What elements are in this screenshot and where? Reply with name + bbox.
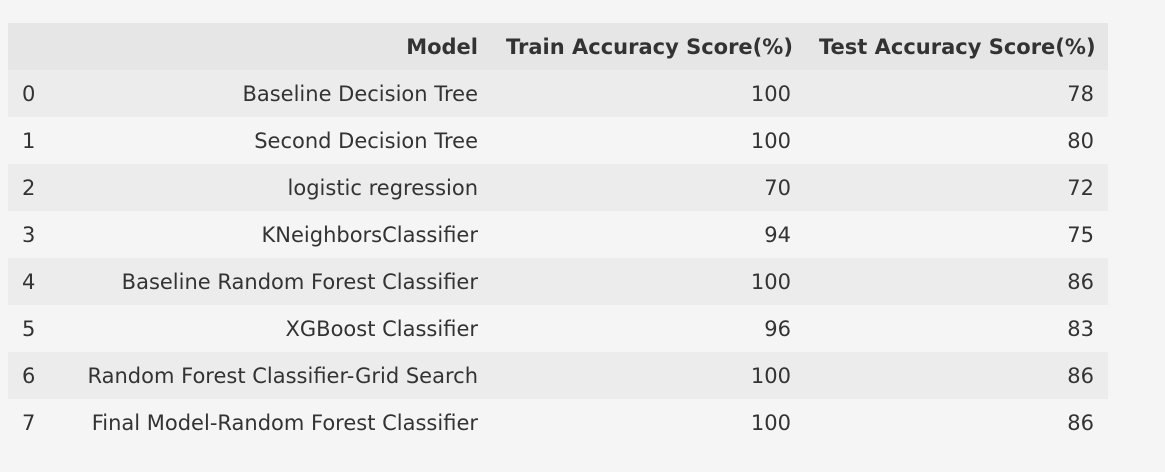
table-row: 6 Random Forest Classifier-Grid Search 1… xyxy=(8,352,1108,399)
test-score-cell: 75 xyxy=(1067,222,1094,247)
model-cell: Baseline Decision Tree xyxy=(242,81,478,106)
row-index: 5 xyxy=(22,316,36,341)
header-model: Model xyxy=(50,23,492,70)
train-score-cell: 100 xyxy=(750,269,791,294)
train-score-cell: 100 xyxy=(750,128,791,153)
train-score-cell: 100 xyxy=(750,81,791,106)
test-score-cell: 86 xyxy=(1067,269,1094,294)
header-train-accuracy: Train Accuracy Score(%) xyxy=(492,23,805,70)
train-score-cell: 70 xyxy=(764,175,791,200)
model-cell: logistic regression xyxy=(287,175,478,200)
row-index: 1 xyxy=(22,128,36,153)
header-index xyxy=(8,23,50,70)
test-score-cell: 86 xyxy=(1067,363,1094,388)
table-row: 1 Second Decision Tree 100 80 xyxy=(8,117,1108,164)
row-index: 3 xyxy=(22,222,36,247)
table-header-row: Model Train Accuracy Score(%) Test Accur… xyxy=(8,23,1108,70)
row-index: 0 xyxy=(22,81,36,106)
table-row: 0 Baseline Decision Tree 100 78 xyxy=(8,70,1108,117)
model-cell: XGBoost Classifier xyxy=(285,316,478,341)
row-index: 2 xyxy=(22,175,36,200)
row-index: 6 xyxy=(22,363,36,388)
table-row: 4 Baseline Random Forest Classifier 100 … xyxy=(8,258,1108,305)
test-score-cell: 83 xyxy=(1067,316,1094,341)
model-cell: KNeighborsClassifier xyxy=(261,222,479,247)
model-cell: Random Forest Classifier-Grid Search xyxy=(87,363,479,388)
table-row: 5 XGBoost Classifier 96 83 xyxy=(8,305,1108,352)
train-score-cell: 94 xyxy=(764,222,791,247)
results-table: Model Train Accuracy Score(%) Test Accur… xyxy=(8,23,1108,446)
test-score-cell: 78 xyxy=(1067,81,1094,106)
test-score-cell: 80 xyxy=(1067,128,1094,153)
table-row: 2 logistic regression 70 72 xyxy=(8,164,1108,211)
test-score-cell: 86 xyxy=(1067,410,1094,435)
row-index: 7 xyxy=(22,410,36,435)
train-score-cell: 100 xyxy=(750,363,791,388)
train-score-cell: 100 xyxy=(750,410,791,435)
table-row: 7 Final Model-Random Forest Classifier 1… xyxy=(8,399,1108,446)
model-cell: Second Decision Tree xyxy=(254,128,478,153)
row-index: 4 xyxy=(22,269,36,294)
test-score-cell: 72 xyxy=(1067,175,1094,200)
header-test-accuracy: Test Accuracy Score(%) xyxy=(805,23,1108,70)
model-cell: Baseline Random Forest Classifier xyxy=(121,269,478,294)
train-score-cell: 96 xyxy=(764,316,791,341)
model-cell: Final Model-Random Forest Classifier xyxy=(91,410,478,435)
table-row: 3 KNeighborsClassifier 94 75 xyxy=(8,211,1108,258)
